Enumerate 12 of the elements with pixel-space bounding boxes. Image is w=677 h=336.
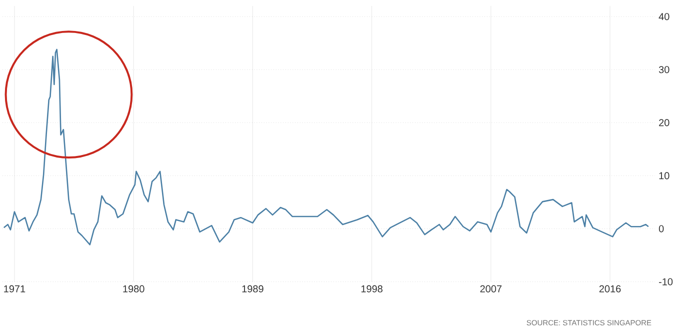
x-tick-label: 2016 <box>599 285 621 293</box>
x-tick-label: 1989 <box>242 285 264 293</box>
y-tick-label: 20 <box>659 119 670 126</box>
y-tick-label: 40 <box>658 13 670 20</box>
y-tick-label: 30 <box>658 66 670 74</box>
x-tick-label: 1971 <box>4 285 26 293</box>
y-tick-label: -10 <box>658 278 673 286</box>
x-tick-label: 1980 <box>123 285 144 293</box>
y-tick-label: 10 <box>659 172 670 180</box>
x-tick-label: 1998 <box>361 285 382 293</box>
x-tick-label: 2007 <box>480 285 502 293</box>
y-tick-label: 0 <box>658 225 664 232</box>
